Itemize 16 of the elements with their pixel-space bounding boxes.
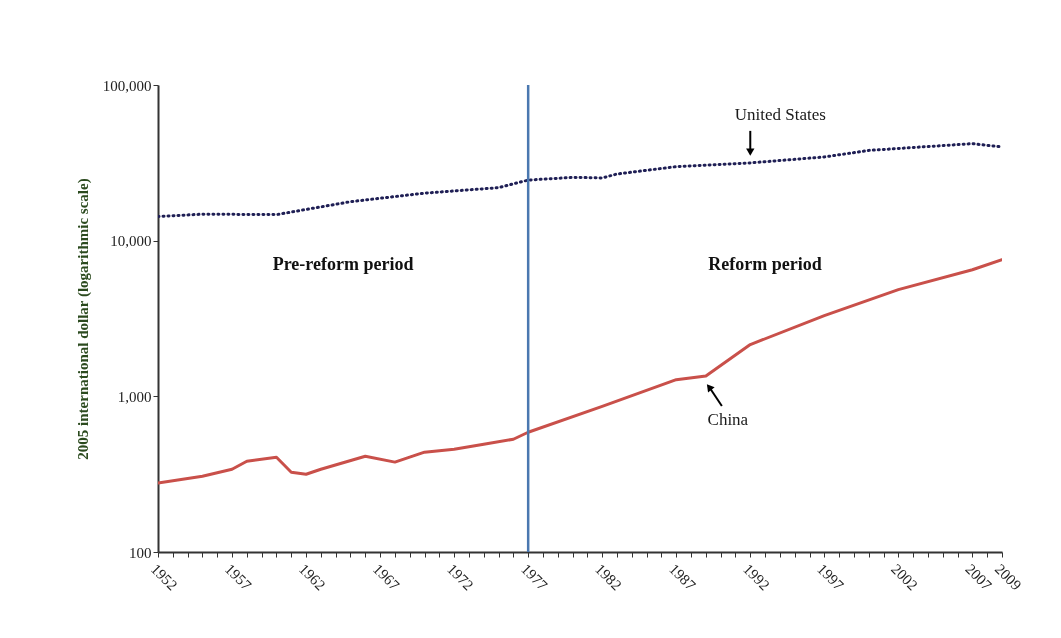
y-axis-title: 2005 international dollar (logarithmic scale)	[74, 178, 92, 460]
line-series	[158, 142, 1002, 218]
y-tick-label: 100,000	[102, 77, 152, 94]
series-label: United States	[734, 104, 826, 124]
x-tick-label: 1997	[814, 560, 848, 594]
series-label: China	[707, 410, 749, 430]
annotation: Reform period	[708, 254, 822, 274]
x-tick-label: 1957	[221, 560, 255, 594]
x-tick-label: 1967	[370, 560, 403, 594]
y-tick-label: 1,000	[117, 388, 152, 405]
x-tick-label: 1987	[666, 560, 700, 594]
annotation: Pre-reform period	[272, 254, 414, 274]
y-tick-label: 10,000	[110, 233, 152, 250]
y-tick-label: 100	[129, 544, 152, 561]
line-series	[158, 258, 1002, 485]
x-tick-label: 1977	[518, 560, 551, 594]
